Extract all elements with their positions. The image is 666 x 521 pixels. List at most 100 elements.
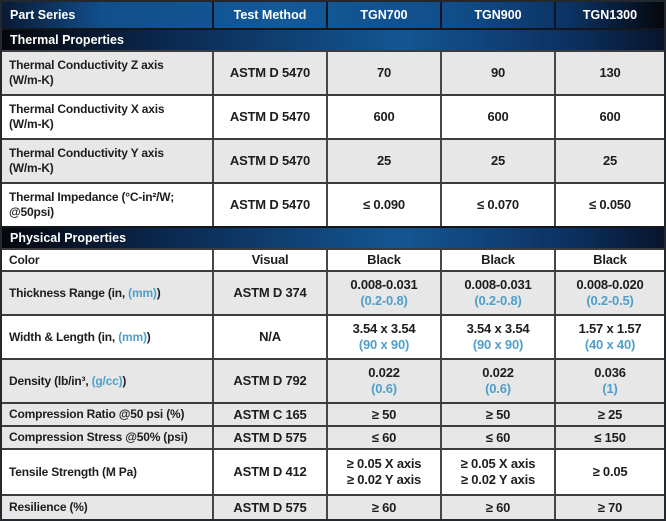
value-tgn900: ≥ 50 bbox=[440, 404, 554, 425]
label-text-post: ) bbox=[122, 373, 127, 388]
test-method-cell: ASTM D 5470 bbox=[212, 96, 326, 138]
col-header-tgn700: TGN700 bbox=[326, 2, 440, 28]
part-label: Tensile Strength (M Pa) bbox=[2, 450, 212, 494]
value-tgn1300: Black bbox=[554, 250, 664, 270]
value-tgn900: ≥ 0.05 X axis ≥ 0.02 Y axis bbox=[440, 450, 554, 494]
part-label: Density (lb/in³, (g/cc)) bbox=[2, 360, 212, 402]
label-unit-blue: (mm) bbox=[128, 285, 157, 300]
value-tgn900: 0.022 (0.6) bbox=[440, 360, 554, 402]
label-text: Tensile Strength (M Pa) bbox=[9, 464, 137, 479]
value-tgn1300: ≥ 25 bbox=[554, 404, 664, 425]
part-label: Thermal Conductivity X axis (W/m-K) bbox=[2, 96, 212, 138]
label-text: Thermal Conductivity Y axis bbox=[9, 146, 164, 160]
section-title: Physical Properties bbox=[10, 231, 127, 245]
value-tgn1300: 25 bbox=[554, 140, 664, 182]
part-label: Compression Stress @50% (psi) bbox=[2, 427, 212, 448]
label-text: Compression Ratio @50 psi (%) bbox=[9, 407, 185, 421]
label-text: Thermal Impedance (°C-in²/W; bbox=[9, 190, 174, 204]
value-tgn1300: 1.57 x 1.57 (40 x 40) bbox=[554, 316, 664, 358]
section-header-physical-properties: Physical Properties bbox=[2, 226, 664, 248]
test-method-cell: ASTM D 5470 bbox=[212, 52, 326, 94]
label-unit-blue: (g/cc) bbox=[91, 373, 123, 388]
value-tgn900: Black bbox=[440, 250, 554, 270]
col-header-tgn1300: TGN1300 bbox=[554, 2, 664, 28]
row-width-length: Width & Length (in, (mm)) N/A 3.54 x 3.5… bbox=[2, 314, 664, 358]
value-tgn900: ≤ 60 bbox=[440, 427, 554, 448]
value-tgn700: 25 bbox=[326, 140, 440, 182]
label-text: Color bbox=[9, 252, 40, 267]
section-header-thermal-properties: Thermal Properties bbox=[2, 28, 664, 50]
value-tgn700: ≥ 60 bbox=[326, 496, 440, 519]
value-tgn900: 3.54 x 3.54 (90 x 90) bbox=[440, 316, 554, 358]
value-tgn1300: ≥ 70 bbox=[554, 496, 664, 519]
label-line2: (W/m-K) bbox=[9, 117, 54, 131]
col-header-part-series: Part Series bbox=[10, 7, 76, 22]
label-text: Compression Stress @50% (psi) bbox=[9, 430, 188, 444]
value-tgn700: ≥ 0.05 X axis ≥ 0.02 Y axis bbox=[326, 450, 440, 494]
row-density: Density (lb/in³, (g/cc)) ASTM D 792 0.02… bbox=[2, 358, 664, 402]
value-tgn700: 3.54 x 3.54 (90 x 90) bbox=[326, 316, 440, 358]
table-header-row: Part Series Test Method TGN700 TGN900 TG… bbox=[2, 2, 664, 28]
value-tgn1300: ≤ 150 bbox=[554, 427, 664, 448]
test-method-cell: ASTM D 575 bbox=[212, 427, 326, 448]
label-text: Density (lb/in³, bbox=[9, 373, 92, 388]
part-label: Thickness Range (in, (mm)) bbox=[2, 272, 212, 314]
value-tgn700: ≥ 50 bbox=[326, 404, 440, 425]
value-tgn1300: 600 bbox=[554, 96, 664, 138]
row-thermal-conductivity-x-axis: Thermal Conductivity X axis (W/m-K) ASTM… bbox=[2, 94, 664, 138]
value-tgn1300: ≤ 0.050 bbox=[554, 184, 664, 226]
test-method-cell: ASTM D 5470 bbox=[212, 184, 326, 226]
part-label: Thermal Conductivity Y axis (W/m-K) bbox=[2, 140, 212, 182]
col-header-tgn900: TGN900 bbox=[440, 2, 554, 28]
test-method-cell: ASTM D 792 bbox=[212, 360, 326, 402]
label-line2: (W/m-K) bbox=[9, 161, 54, 175]
row-thermal-conductivity-z-axis: Thermal Conductivity Z axis (W/m-K) ASTM… bbox=[2, 50, 664, 94]
row-resilience: Resilience (%) ASTM D 575 ≥ 60 ≥ 60 ≥ 70 bbox=[2, 494, 664, 519]
value-tgn1300: 130 bbox=[554, 52, 664, 94]
test-method-cell: Visual bbox=[212, 250, 326, 270]
label-text: Thickness Range (in, bbox=[9, 285, 129, 300]
value-tgn700: 0.008-0.031 (0.2-0.8) bbox=[326, 272, 440, 314]
test-method-cell: N/A bbox=[212, 316, 326, 358]
value-tgn700: ≤ 60 bbox=[326, 427, 440, 448]
row-compression-ratio: Compression Ratio @50 psi (%) ASTM C 165… bbox=[2, 402, 664, 425]
value-tgn900: 600 bbox=[440, 96, 554, 138]
label-line2: (W/m-K) bbox=[9, 73, 54, 87]
part-label: Resilience (%) bbox=[2, 496, 212, 519]
value-tgn900: ≤ 0.070 bbox=[440, 184, 554, 226]
row-thickness-range: Thickness Range (in, (mm)) ASTM D 374 0.… bbox=[2, 270, 664, 314]
value-tgn1300: 0.008-0.020 (0.2-0.5) bbox=[554, 272, 664, 314]
value-tgn900: 0.008-0.031 (0.2-0.8) bbox=[440, 272, 554, 314]
value-tgn900: 90 bbox=[440, 52, 554, 94]
part-label: Thermal Conductivity Z axis (W/m-K) bbox=[2, 52, 212, 94]
label-text: Resilience (%) bbox=[9, 500, 88, 514]
value-tgn700: 70 bbox=[326, 52, 440, 94]
row-color: Color Visual Black Black Black bbox=[2, 248, 664, 270]
label-unit-blue: (mm) bbox=[118, 329, 147, 344]
row-thermal-impedance: Thermal Impedance (°C-in²/W; @50psi) AST… bbox=[2, 182, 664, 226]
label-text-post: ) bbox=[146, 329, 151, 344]
part-label: Color bbox=[2, 250, 212, 270]
value-tgn900: ≥ 60 bbox=[440, 496, 554, 519]
test-method-cell: ASTM C 165 bbox=[212, 404, 326, 425]
label-text-post: ) bbox=[156, 285, 161, 300]
test-method-cell: ASTM D 575 bbox=[212, 496, 326, 519]
label-text: Thermal Conductivity Z axis bbox=[9, 58, 164, 72]
label-text: Thermal Conductivity X axis bbox=[9, 102, 165, 116]
label-text: Width & Length (in, bbox=[9, 329, 119, 344]
test-method-cell: ASTM D 374 bbox=[212, 272, 326, 314]
value-tgn700: 0.022 (0.6) bbox=[326, 360, 440, 402]
value-tgn700: Black bbox=[326, 250, 440, 270]
test-method-cell: ASTM D 5470 bbox=[212, 140, 326, 182]
row-tensile-strength: Tensile Strength (M Pa) ASTM D 412 ≥ 0.0… bbox=[2, 448, 664, 494]
value-tgn1300: ≥ 0.05 bbox=[554, 450, 664, 494]
value-tgn700: ≤ 0.090 bbox=[326, 184, 440, 226]
part-label: Thermal Impedance (°C-in²/W; @50psi) bbox=[2, 184, 212, 226]
section-title: Thermal Properties bbox=[10, 33, 124, 47]
test-method-cell: ASTM D 412 bbox=[212, 450, 326, 494]
part-label: Width & Length (in, (mm)) bbox=[2, 316, 212, 358]
label-line2: @50psi) bbox=[9, 205, 54, 219]
value-tgn900: 25 bbox=[440, 140, 554, 182]
part-label: Compression Ratio @50 psi (%) bbox=[2, 404, 212, 425]
